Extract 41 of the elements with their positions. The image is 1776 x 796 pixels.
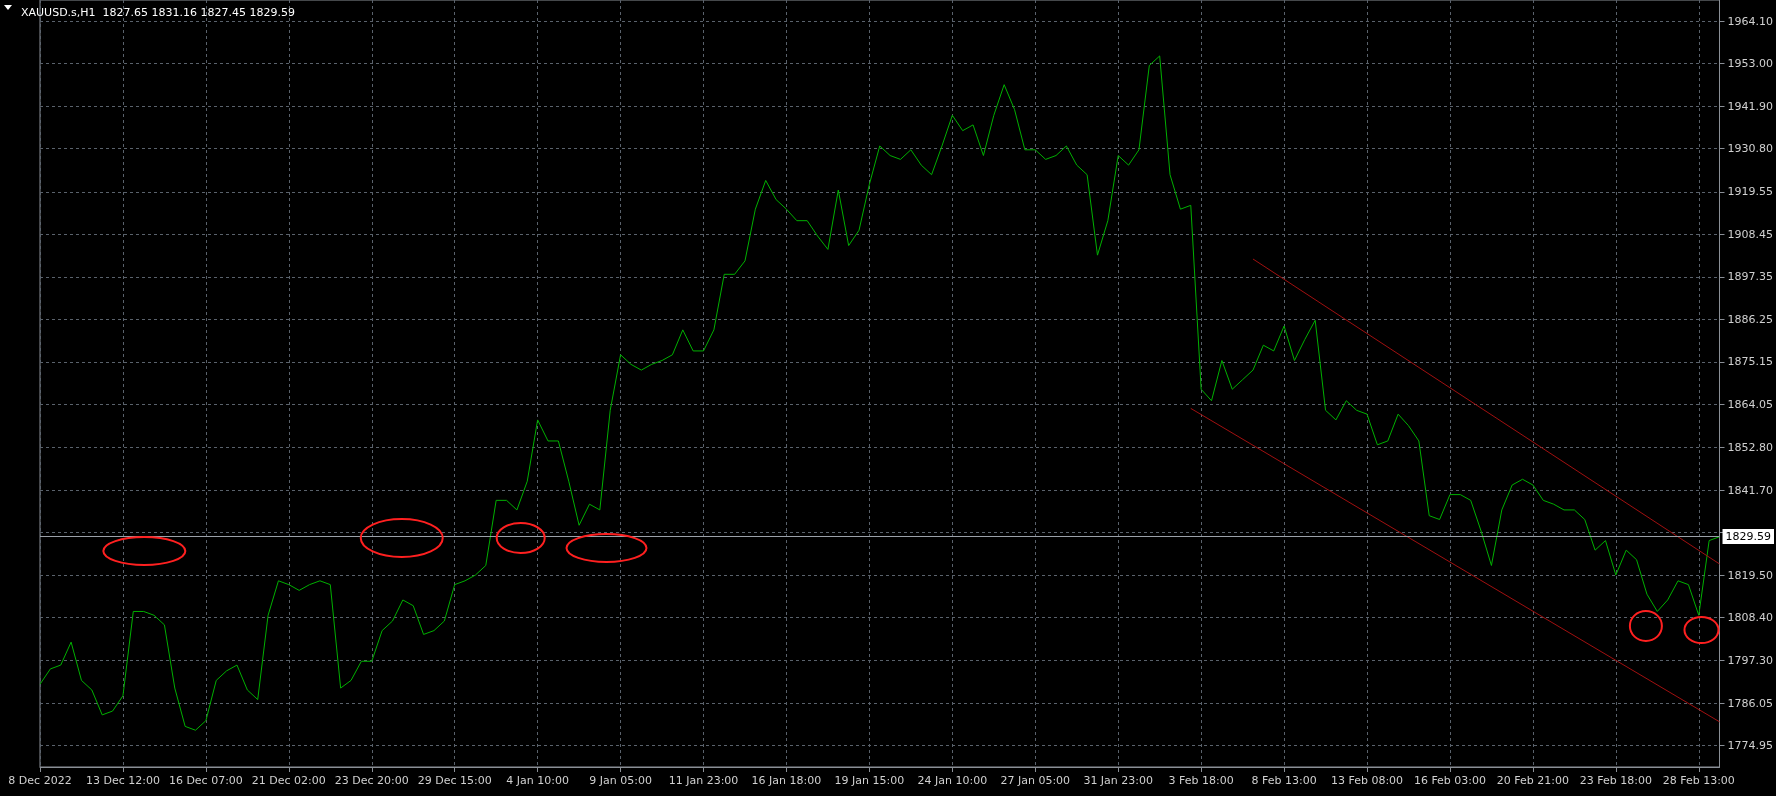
y-tick-label: 1908.45 (1727, 227, 1774, 241)
x-tick-label: 8 Feb 13:00 (1251, 774, 1317, 787)
x-tick-label: 27 Jan 05:00 (1000, 774, 1071, 787)
x-tick-label: 13 Feb 08:00 (1330, 774, 1404, 787)
y-tick-label: 1941.90 (1727, 99, 1774, 113)
x-tick-label: 23 Feb 18:00 (1579, 774, 1652, 787)
y-tick-label: 1886.25 (1727, 312, 1774, 326)
x-tick-label: 20 Feb 21:00 (1496, 774, 1569, 787)
x-tick-label: 13 Dec 12:00 (85, 774, 160, 787)
y-tick-label: 1930.80 (1727, 142, 1774, 156)
x-tick-label: 19 Jan 15:00 (834, 774, 905, 787)
x-tick-label: 11 Jan 23:00 (668, 774, 739, 787)
y-tick-label: 1919.55 (1727, 185, 1774, 199)
y-tick-label: 1852.80 (1727, 440, 1774, 454)
y-tick-label: 1953.00 (1727, 57, 1774, 71)
x-tick-label: 24 Jan 10:00 (917, 774, 988, 787)
y-tick-label: 1786.05 (1727, 696, 1774, 710)
y-tick-label: 1964.10 (1727, 14, 1774, 28)
x-tick-label: 3 Feb 18:00 (1168, 774, 1234, 787)
line-series (39, 55, 1721, 731)
x-tick-label: 21 Dec 02:00 (251, 774, 326, 787)
x-tick-label: 8 Dec 2022 (8, 774, 72, 787)
y-tick-label: 1774.95 (1727, 739, 1774, 753)
x-tick-label: 16 Jan 18:00 (751, 774, 822, 787)
y-tick-label: 1841.70 (1727, 483, 1774, 497)
x-tick-label: 16 Feb 03:00 (1413, 774, 1487, 787)
y-tick-label: 1808.40 (1727, 611, 1774, 625)
x-tick-label: 9 Jan 05:00 (589, 774, 652, 787)
y-tick-label: 1897.35 (1727, 270, 1774, 284)
y-tick-label: 1864.05 (1727, 397, 1774, 411)
x-tick-label: 31 Jan 23:00 (1083, 774, 1154, 787)
y-tick-label: 1819.50 (1727, 568, 1774, 582)
y-tick-label: 1875.15 (1727, 355, 1774, 369)
ref-line-label: 1829.59 (1725, 529, 1772, 543)
x-tick-label: 23 Dec 20:00 (334, 774, 409, 787)
x-tick-label: 29 Dec 15:00 (417, 774, 492, 787)
text: XAUUSD.s,H1 1827.65 1831.16 1827.45 1829.59 (21, 6, 296, 19)
y-tick-label: 1797.30 (1727, 653, 1774, 667)
x-tick-label: 28 Feb 13:00 (1662, 774, 1735, 787)
x-tick-label: 4 Jan 10:00 (506, 774, 569, 787)
x-tick-label: 16 Dec 07:00 (168, 774, 243, 787)
